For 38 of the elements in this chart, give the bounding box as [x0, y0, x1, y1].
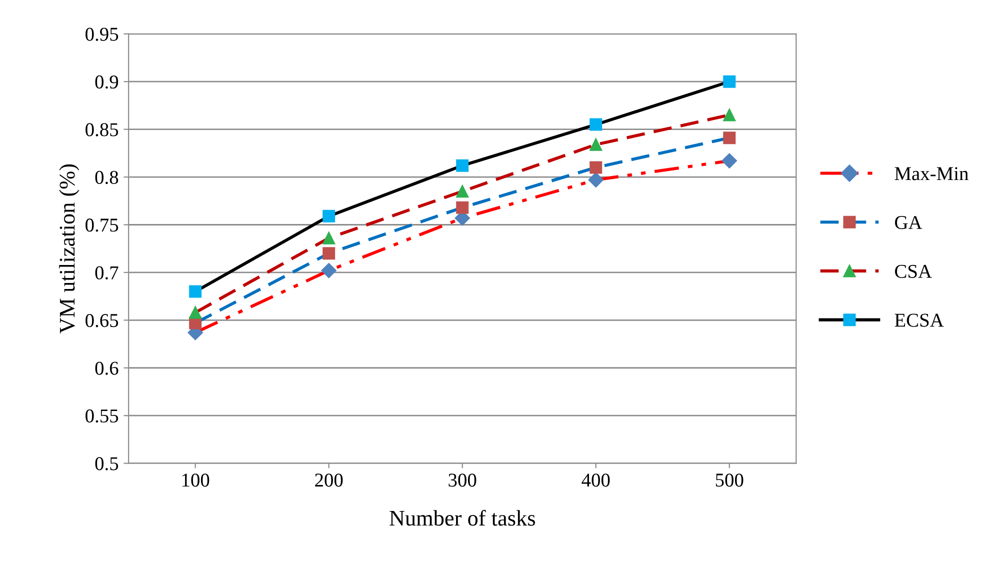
- x-tick-label: 300: [448, 474, 476, 487]
- point: [722, 153, 737, 168]
- y-tick-label: 0.7: [95, 266, 118, 280]
- x-axis-title: Number of tasks: [390, 510, 535, 526]
- y-tick-label: 0.95: [86, 28, 118, 41]
- y-tick-label: 0.5: [95, 457, 118, 470]
- point: [456, 201, 469, 214]
- point: [189, 306, 202, 319]
- point: [321, 262, 336, 278]
- y-axis-title: VM utilization (%): [59, 164, 80, 334]
- point: [322, 210, 336, 222]
- x-tick-label: 100: [182, 474, 210, 487]
- point: [189, 285, 202, 298]
- legend-label: Max-Min: [894, 167, 968, 180]
- x-tick-label: 400: [582, 474, 610, 487]
- point: [723, 75, 736, 88]
- point: [723, 132, 736, 144]
- y-tick-label: 0.8: [95, 170, 118, 184]
- y-tick-label: 0.9: [95, 75, 118, 89]
- y-tick-label: 0.6: [95, 362, 118, 375]
- legend-label: CSA: [895, 264, 932, 278]
- y-tick-label: 0.65: [86, 314, 118, 328]
- y-tick-label: 0.55: [86, 409, 118, 423]
- x-tick-label: 200: [315, 474, 343, 487]
- point: [456, 185, 469, 198]
- point: [590, 138, 602, 151]
- legend-label: ECSA: [894, 314, 944, 327]
- x-tick-label: 500: [716, 474, 744, 487]
- point: [590, 118, 602, 131]
- point: [590, 161, 602, 174]
- legend-label: GA: [895, 216, 922, 230]
- point: [588, 172, 604, 188]
- point: [723, 108, 736, 122]
- y-tick-label: 0.75: [86, 218, 118, 232]
- point: [456, 159, 469, 172]
- point: [322, 232, 336, 244]
- point: [322, 247, 336, 260]
- y-tick-label: 0.85: [86, 123, 118, 136]
